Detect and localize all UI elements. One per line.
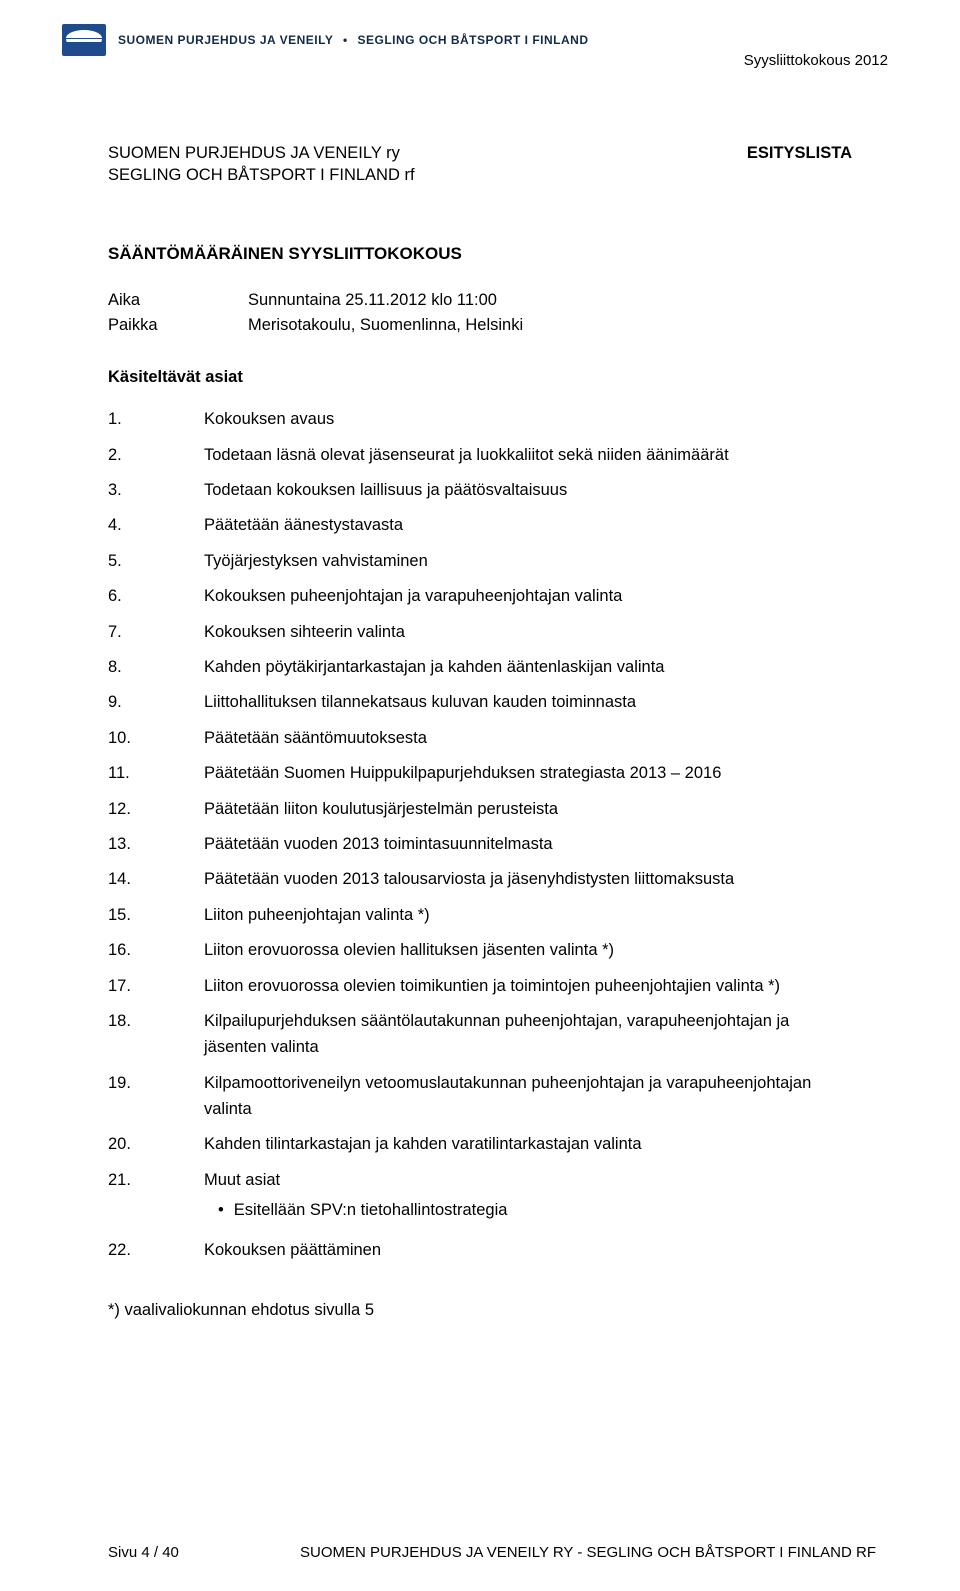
agenda-item: 20.Kahden tilintarkastajan ja kahden var… [108,1131,852,1157]
agenda-item: 5.Työjärjestyksen vahvistaminen [108,548,852,574]
document-body: SUOMEN PURJEHDUS JA VENEILY ry SEGLING O… [0,64,960,1321]
agenda-item-number: 9. [108,689,204,715]
meta-aika-value: Sunnuntaina 25.11.2012 klo 11:00 [248,289,497,311]
main-title: SÄÄNTÖMÄÄRÄINEN SYYSLIITTOKOKOUS [108,243,852,266]
agenda-item-text: Muut asiatEsitellään SPV:n tietohallinto… [204,1167,852,1228]
footer-text: SUOMEN PURJEHDUS JA VENEILY RY - SEGLING… [288,1544,888,1561]
agenda-item-number: 8. [108,654,204,680]
agenda-item-number: 4. [108,512,204,538]
agenda-item-number: 13. [108,831,204,857]
agenda-item-number: 12. [108,796,204,822]
agenda-item-text: Liiton puheenjohtajan valinta *) [204,902,852,928]
org-line-2: SEGLING OCH BÅTSPORT I FINLAND rf [108,164,415,186]
agenda-item-number: 7. [108,619,204,645]
agenda-item-text: Päätetään äänestystavasta [204,512,852,538]
agenda-item-text: Todetaan läsnä olevat jäsenseurat ja luo… [204,442,852,468]
agenda-item: 22.Kokouksen päättäminen [108,1237,852,1263]
org-row: SUOMEN PURJEHDUS JA VENEILY ry SEGLING O… [108,142,852,187]
agenda-item: 17.Liiton erovuorossa olevien toimikunti… [108,973,852,999]
agenda-item: 11.Päätetään Suomen Huippukilpapurjehduk… [108,760,852,786]
agenda-item-text: Kokouksen sihteerin valinta [204,619,852,645]
doc-type: ESITYSLISTA [747,142,852,187]
agenda-item-number: 22. [108,1237,204,1263]
agenda-item-number: 14. [108,866,204,892]
agenda-item-text: Kahden pöytäkirjantarkastajan ja kahden … [204,654,852,680]
meta-paikka-label: Paikka [108,314,248,336]
agenda-item-text: Liiton erovuorossa olevien toimikuntien … [204,973,852,999]
header-sep: • [343,33,348,47]
agenda-list: 1.Kokouksen avaus2.Todetaan läsnä olevat… [108,406,852,1263]
agenda-item-number: 19. [108,1070,204,1096]
page-footer: Sivu 4 / 40 SUOMEN PURJEHDUS JA VENEILY … [0,1544,960,1561]
agenda-item-number: 1. [108,406,204,432]
agenda-item: 4.Päätetään äänestystavasta [108,512,852,538]
agenda-item-text: Kahden tilintarkastajan ja kahden varati… [204,1131,852,1157]
agenda-item: 2.Todetaan läsnä olevat jäsenseurat ja l… [108,442,852,468]
header-org-text: SUOMEN PURJEHDUS JA VENEILY • SEGLING OC… [118,33,589,47]
agenda-item: 8.Kahden pöytäkirjantarkastajan ja kahde… [108,654,852,680]
agenda-item-text: Kokouksen päättäminen [204,1237,852,1263]
agenda-item: 19.Kilpamoottoriveneilyn vetoomuslautaku… [108,1070,852,1123]
agenda-item-number: 5. [108,548,204,574]
footnote: *) vaalivaliokunnan ehdotus sivulla 5 [108,1299,852,1321]
agenda-item-text: Päätetään liiton koulutusjärjestelmän pe… [204,796,852,822]
agenda-item: 13.Päätetään vuoden 2013 toimintasuunnit… [108,831,852,857]
agenda-item: 1.Kokouksen avaus [108,406,852,432]
agenda-item: 10.Päätetään sääntömuutoksesta [108,725,852,751]
header-org-left: SUOMEN PURJEHDUS JA VENEILY [118,33,333,47]
header-org-right: SEGLING OCH BÅTSPORT I FINLAND [358,33,589,47]
agenda-item-number: 6. [108,583,204,609]
section-heading: Käsiteltävät asiat [108,366,852,388]
agenda-item-number: 20. [108,1131,204,1157]
org-line-1: SUOMEN PURJEHDUS JA VENEILY ry [108,142,415,164]
agenda-item: 18.Kilpailupurjehduksen sääntölautakunna… [108,1008,852,1061]
agenda-item-number: 11. [108,760,204,786]
agenda-item-number: 21. [108,1167,204,1193]
agenda-item-text: Päätetään vuoden 2013 toimintasuunnitelm… [204,831,852,857]
agenda-item-text: Liittohallituksen tilannekatsaus kuluvan… [204,689,852,715]
agenda-item: 9.Liittohallituksen tilannekatsaus kuluv… [108,689,852,715]
header-event-title: Syysliittokokous 2012 [744,52,888,69]
agenda-item-number: 3. [108,477,204,503]
agenda-item-text: Työjärjestyksen vahvistaminen [204,548,852,574]
agenda-item-number: 16. [108,937,204,963]
meta-paikka: Paikka Merisotakoulu, Suomenlinna, Helsi… [108,314,852,336]
agenda-item-text: Päätetään vuoden 2013 talousarviosta ja … [204,866,852,892]
agenda-item: 3.Todetaan kokouksen laillisuus ja päätö… [108,477,852,503]
org-logo-icon [62,24,106,56]
agenda-item-number: 18. [108,1008,204,1034]
agenda-item-text: Todetaan kokouksen laillisuus ja päätösv… [204,477,852,503]
agenda-item: 12.Päätetään liiton koulutusjärjestelmän… [108,796,852,822]
agenda-item: 16.Liiton erovuorossa olevien hallitukse… [108,937,852,963]
page: SUOMEN PURJEHDUS JA VENEILY • SEGLING OC… [0,0,960,1591]
agenda-item-number: 17. [108,973,204,999]
agenda-item: 15.Liiton puheenjohtajan valinta *) [108,902,852,928]
org-lines: SUOMEN PURJEHDUS JA VENEILY ry SEGLING O… [108,142,415,187]
agenda-item-text: Liiton erovuorossa olevien hallituksen j… [204,937,852,963]
meta-aika-label: Aika [108,289,248,311]
agenda-item-text: Kokouksen avaus [204,406,852,432]
agenda-subitem: Esitellään SPV:n tietohallintostrategia [218,1197,852,1223]
agenda-subitems: Esitellään SPV:n tietohallintostrategia [204,1197,852,1223]
footer-page-number: Sivu 4 / 40 [108,1544,288,1561]
agenda-item-number: 15. [108,902,204,928]
agenda-item: 21.Muut asiatEsitellään SPV:n tietohalli… [108,1167,852,1228]
agenda-item-text: Kilpamoottoriveneilyn vetoomuslautakunna… [204,1070,852,1123]
agenda-item: 7.Kokouksen sihteerin valinta [108,619,852,645]
agenda-item-text: Kilpailupurjehduksen sääntölautakunnan p… [204,1008,852,1061]
agenda-item-number: 10. [108,725,204,751]
meta-paikka-value: Merisotakoulu, Suomenlinna, Helsinki [248,314,523,336]
agenda-item-number: 2. [108,442,204,468]
meta-aika: Aika Sunnuntaina 25.11.2012 klo 11:00 [108,289,852,311]
agenda-item-text: Päätetään sääntömuutoksesta [204,725,852,751]
agenda-item: 14.Päätetään vuoden 2013 talousarviosta … [108,866,852,892]
agenda-item-text: Kokouksen puheenjohtajan ja varapuheenjo… [204,583,852,609]
agenda-item: 6.Kokouksen puheenjohtajan ja varapuheen… [108,583,852,609]
agenda-item-text: Päätetään Suomen Huippukilpapurjehduksen… [204,760,852,786]
